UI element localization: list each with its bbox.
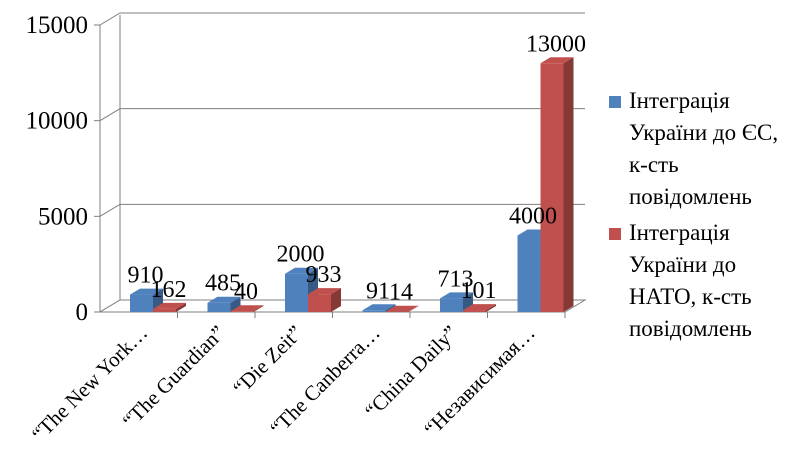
- data-label: 101: [461, 278, 497, 304]
- bar-front: [541, 63, 564, 312]
- y-tick-label: 5000: [38, 203, 88, 230]
- legend-item-nato: Інтеграція України до НАТО, к-сть повідо…: [605, 217, 795, 345]
- x-axis: “The New York…“The Guardian”“Die Zeit”“T…: [27, 312, 565, 446]
- bar-front: [153, 309, 176, 312]
- bars: [130, 57, 574, 312]
- bar-front: [231, 311, 254, 312]
- bar-front: [518, 235, 541, 312]
- data-label: 4000: [509, 203, 557, 229]
- bar-front: [208, 303, 231, 312]
- y-tick-label: 10000: [26, 108, 89, 135]
- gridline: [100, 109, 585, 121]
- y-tick-label: 0: [76, 299, 89, 326]
- data-label: 91: [366, 278, 390, 304]
- legend-item-eu: Інтеграція України до ЄС, к-сть повідомл…: [605, 85, 795, 213]
- bar: [308, 288, 341, 312]
- legend-label-eu: Інтеграція України до ЄС, к-сть повідомл…: [629, 88, 778, 209]
- legend-swatch-nato: [609, 228, 621, 240]
- chart-walls: [100, 15, 585, 312]
- data-label: 162: [151, 277, 187, 303]
- data-label: 14: [389, 280, 413, 306]
- legend-swatch-eu: [609, 96, 621, 108]
- bar-front: [308, 294, 331, 312]
- bar-side: [564, 57, 574, 312]
- bar: [541, 57, 574, 312]
- data-label: 13000: [526, 31, 586, 57]
- gridline: [100, 13, 585, 25]
- data-label: 40: [234, 279, 258, 305]
- y-tick-label: 15000: [26, 12, 89, 39]
- data-label: 933: [306, 262, 342, 288]
- bar-front: [363, 310, 386, 312]
- legend: Інтеграція України до ЄС, к-сть повідомл…: [605, 85, 795, 349]
- legend-label-nato: Інтеграція України до НАТО, к-сть повідо…: [629, 220, 752, 341]
- bar-front: [463, 310, 486, 312]
- x-tick-label: “Die Zeit”: [228, 321, 307, 400]
